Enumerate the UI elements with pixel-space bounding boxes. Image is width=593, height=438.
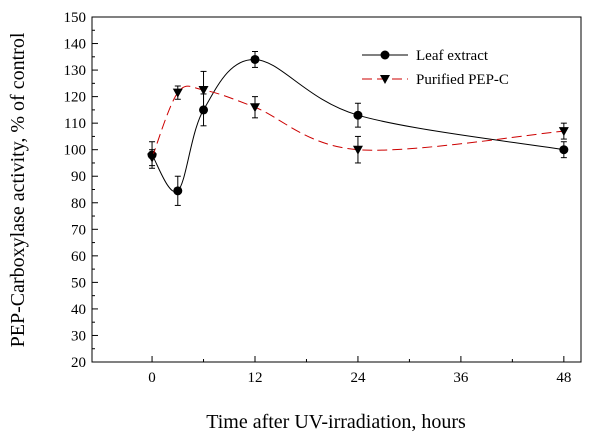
point-purified-pep-c-2 [198,85,209,95]
series-purified-pep-c [147,70,569,167]
legend-marker-purified-pep-c [380,75,390,84]
y-tick-label-120: 120 [64,90,87,106]
y-tick-label-130: 130 [64,63,87,79]
y-tick-label-140: 140 [64,37,87,53]
x-tick-label-12: 12 [248,370,263,386]
legend: Leaf extract Purified PEP-C [362,48,509,88]
y-tick-label-30: 30 [71,328,86,344]
point-leaf-extract-3 [250,54,260,64]
point-purified-pep-c-3 [250,103,260,113]
y-tick-label-80: 80 [71,196,86,212]
minor-ticks [92,29,513,362]
x-axis-ticks: 0 12 24 36 48 [148,356,571,386]
y-axis-title: PEP-Carboxylase activity, % of control [7,32,29,347]
point-purified-pep-c-5 [558,127,569,137]
x-tick-label-24: 24 [350,370,366,386]
point-leaf-extract-1 [173,186,183,196]
legend-label-leaf-extract: Leaf extract [416,48,489,64]
point-purified-pep-c-1 [172,88,183,98]
y-tick-label-60: 60 [71,249,86,265]
y-tick-label-20: 20 [71,355,86,371]
point-leaf-extract-5 [559,145,569,155]
y-tick-label-50: 50 [71,275,86,291]
y-tick-label-90: 90 [71,169,86,185]
point-purified-pep-c-4 [352,145,363,155]
legend-label-purified-pep-c: Purified PEP-C [416,72,509,88]
y-tick-label-150: 150 [64,10,87,26]
x-tick-label-48: 48 [556,370,571,386]
y-axis-ticks: 20 30 40 50 60 70 80 90 100 110 120 130 140 150 [64,10,98,371]
series-layer [147,51,569,206]
point-leaf-extract-4 [353,110,363,120]
x-axis-title: Time after UV-irradiation, hours [206,411,466,433]
point-purified-pep-c-0 [147,153,158,163]
y-tick-label-110: 110 [64,116,86,132]
legend-marker-leaf-extract [380,50,390,60]
y-tick-label-70: 70 [71,222,86,238]
point-leaf-extract-2 [199,105,209,115]
x-tick-label-36: 36 [453,370,469,386]
y-tick-label-100: 100 [64,143,87,159]
y-tick-label-40: 40 [71,302,86,318]
x-tick-label-0: 0 [148,370,156,386]
plot-frame [91,16,582,363]
